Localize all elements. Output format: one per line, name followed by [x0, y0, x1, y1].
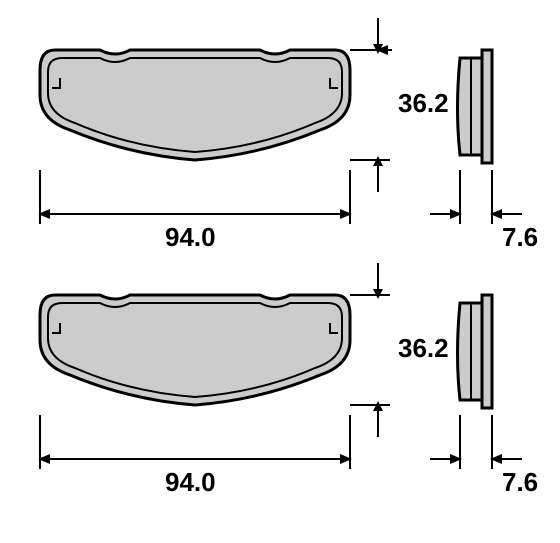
bottom-thickness-label: 7.6	[502, 467, 538, 498]
top-pad-front	[40, 50, 350, 160]
bottom-height-dim	[350, 263, 390, 437]
top-height-label: 36.2	[398, 88, 449, 119]
bottom-pad-front	[40, 295, 350, 405]
top-thickness-dim	[430, 170, 522, 224]
bottom-width-label: 94.0	[165, 467, 216, 498]
top-height-dim	[350, 18, 392, 192]
bottom-thickness-dim	[430, 415, 522, 469]
top-width-dim	[40, 170, 350, 224]
bottom-pad-side	[458, 295, 493, 408]
top-thickness-label: 7.6	[502, 222, 538, 253]
bottom-width-dim	[40, 415, 350, 469]
diagram-canvas: 36.2 94.0 7.6 36.2 94.0 7.6	[0, 0, 560, 543]
diagram-svg	[0, 0, 560, 543]
top-pad-side	[458, 50, 493, 163]
bottom-height-label: 36.2	[398, 333, 449, 364]
top-width-label: 94.0	[165, 222, 216, 253]
